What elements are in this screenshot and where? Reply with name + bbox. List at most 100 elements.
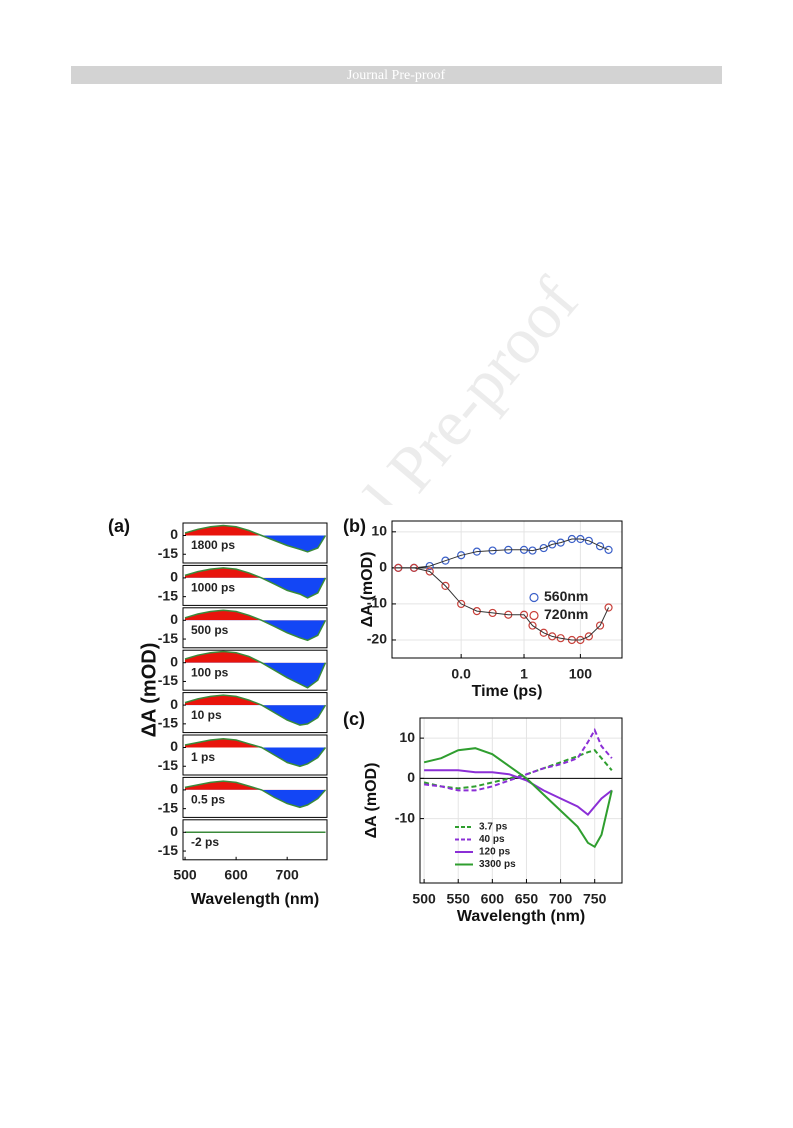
series-line [423, 747, 613, 849]
x-tick-label: 500 [412, 891, 436, 907]
y-tick-label: -15 [158, 842, 178, 858]
positive-area [185, 695, 262, 706]
x-tick-label: 600 [224, 867, 248, 883]
plot-frame [391, 520, 623, 659]
positive-area [185, 567, 326, 578]
subplot-frame [182, 819, 328, 861]
y-tick-label: -15 [158, 545, 178, 561]
data-point [604, 545, 613, 554]
x-tick-label: 100 [569, 666, 593, 682]
subplot-frame [182, 692, 328, 734]
panel-label: (b) [343, 516, 366, 536]
subplot-frame [182, 564, 328, 606]
y-tick-label: 10 [399, 729, 415, 745]
subplot-frame [182, 734, 328, 776]
y-tick-label: 0 [379, 559, 387, 575]
legend-label: 720nm [544, 606, 588, 622]
data-point [528, 621, 537, 630]
y-tick-label: 0 [170, 653, 178, 669]
fit-line [398, 567, 610, 641]
positive-area [185, 525, 326, 536]
data-point [425, 567, 434, 576]
spectrum-line [184, 524, 327, 553]
y-tick-label: -10 [367, 595, 387, 611]
x-axis-label: Time (ps) [472, 683, 543, 700]
x-tick-label: 750 [583, 891, 607, 907]
x-tick-label: 600 [481, 891, 505, 907]
series-label: 0.5 ps [191, 793, 225, 807]
x-tick-label: 650 [515, 891, 539, 907]
spectrum-line [184, 567, 327, 599]
panel-label: (a) [108, 516, 130, 536]
subplot-frame [182, 607, 328, 649]
plot-frame [419, 717, 623, 884]
series-label: 1800 ps [191, 538, 235, 552]
series-label: 500 ps [191, 623, 229, 637]
y-tick-label: 10 [371, 523, 387, 539]
data-point [595, 621, 605, 630]
legend-label: 560nm [544, 588, 588, 604]
y-tick-label: 0 [407, 769, 415, 785]
y-tick-label: -15 [158, 757, 178, 773]
series-line [423, 727, 613, 792]
header-bar [71, 66, 722, 84]
spectrum-line [184, 780, 327, 809]
panel-label: (c) [343, 709, 365, 729]
figure: (a) 0 -15 1800 ps 0 -15 1000 ps 0 -15 500 ps 0 -15 1… [108, 516, 623, 925]
data-point [584, 632, 593, 641]
negative-area [185, 705, 326, 726]
y-tick-label: 0 [170, 823, 178, 839]
y-axis-label: ΔA (mOD) [363, 763, 380, 839]
legend-label: 3300 ps [479, 859, 516, 870]
x-tick-label: 550 [447, 891, 471, 907]
data-point [539, 543, 548, 553]
spectrum-line [184, 694, 327, 726]
data-point [584, 536, 593, 545]
y-tick-label: 0 [170, 611, 178, 627]
y-axis-label: ΔA (mOD) [359, 552, 376, 628]
negative-area [185, 620, 326, 641]
data-point [457, 551, 466, 560]
positive-area [185, 738, 326, 748]
series-label: 1000 ps [191, 581, 235, 595]
legend-marker [529, 592, 539, 603]
y-tick-label: 0 [170, 696, 178, 712]
data-point [604, 603, 613, 612]
y-tick-label: 0 [170, 738, 178, 754]
spectrum-line [184, 738, 327, 768]
negative-area [261, 577, 326, 598]
data-point [595, 542, 605, 551]
header-title: Journal Pre-proof [347, 68, 446, 83]
spectrum-line [184, 650, 327, 689]
positive-area [185, 651, 326, 663]
spectrum-line [184, 609, 327, 642]
legend-label: 40 ps [479, 834, 505, 845]
x-tick-label: 0.0 [451, 666, 471, 682]
series-label: 1 ps [191, 750, 215, 764]
x-tick-label: 500 [173, 867, 197, 883]
y-tick-label: -15 [158, 799, 178, 815]
data-point [441, 556, 450, 565]
legend-marker [529, 610, 539, 621]
data-point [548, 540, 557, 549]
negative-area [261, 662, 326, 688]
series-label: -2 ps [191, 835, 219, 849]
x-axis-label: Wavelength (nm) [457, 908, 585, 925]
y-tick-label: 0 [170, 781, 178, 797]
y-tick-label: -10 [395, 809, 415, 825]
y-tick-label: -20 [367, 631, 387, 647]
y-tick-label: -15 [158, 630, 178, 646]
subplot-frame [182, 776, 328, 818]
y-tick-label: -15 [158, 672, 178, 688]
x-tick-label: 1 [520, 666, 528, 682]
y-tick-label: -15 [158, 587, 178, 603]
y-axis-label: ΔA (mOD) [138, 643, 160, 738]
data-point [548, 632, 557, 641]
y-tick-label: 0 [170, 526, 178, 542]
negative-area [185, 535, 326, 552]
legend-label: 3.7 ps [479, 822, 508, 833]
y-tick-label: -15 [158, 715, 178, 731]
series-label: 100 ps [191, 665, 229, 679]
data-point [441, 581, 450, 590]
